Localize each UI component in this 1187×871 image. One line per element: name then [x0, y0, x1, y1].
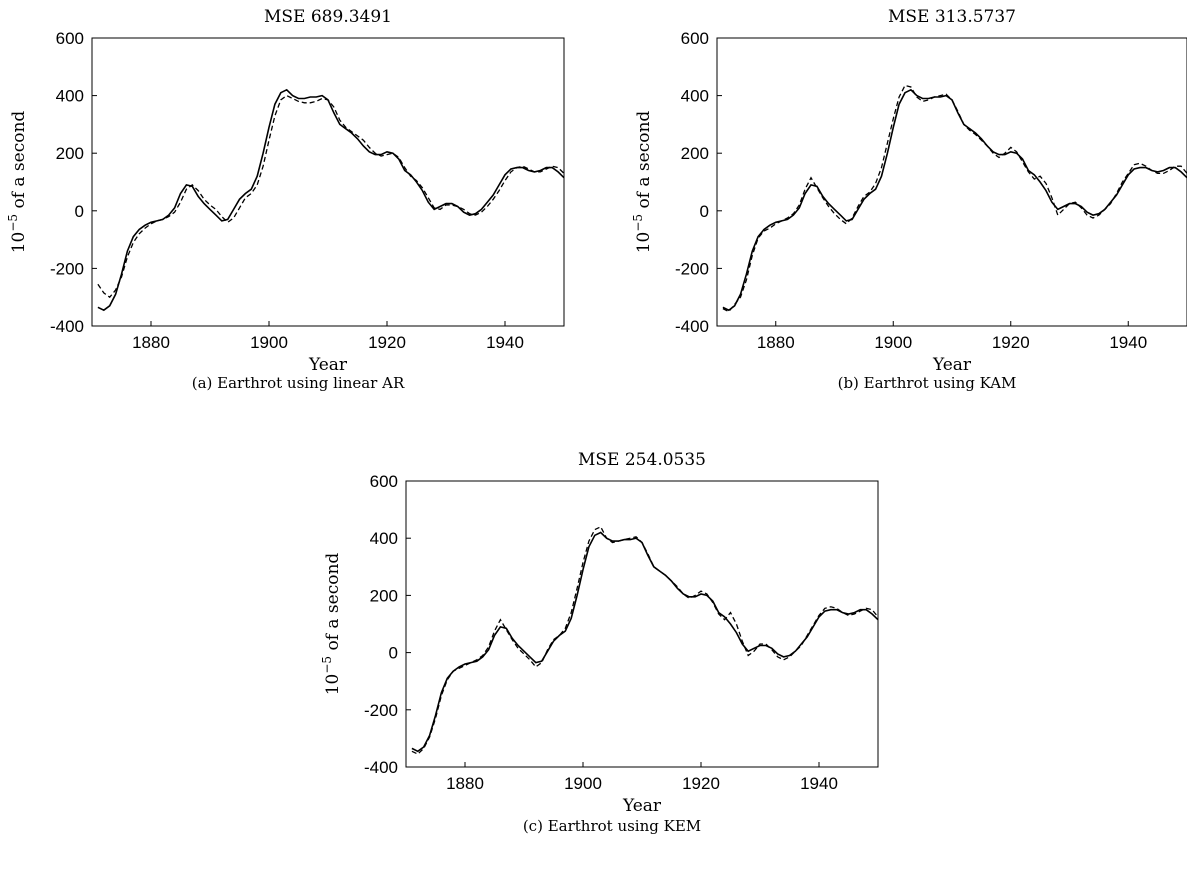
- x-tick-label: 1940: [486, 333, 524, 352]
- x-tick-label: 1900: [874, 333, 912, 352]
- subfigure-caption: (a) Earthrot using linear AR: [192, 374, 405, 392]
- x-axis-label: Year: [932, 355, 972, 375]
- x-tick-label: 1940: [1109, 333, 1147, 352]
- x-tick-label: 1880: [446, 774, 484, 793]
- y-axis-label-rest: of a second: [323, 553, 343, 656]
- x-tick-label: 1900: [564, 774, 602, 793]
- plot-frame: [91, 37, 565, 327]
- x-tick-label: 1940: [800, 774, 838, 793]
- x-tick-label: 1880: [132, 333, 170, 352]
- series-line-solid: [411, 531, 878, 753]
- chart-title: MSE 254.0535: [578, 450, 706, 470]
- y-tick-label: 200: [370, 586, 398, 605]
- y-axis-label: 10−5 of a second: [320, 553, 343, 696]
- y-tick-label: 400: [681, 87, 709, 106]
- y-axis-label: 10−5 of a second: [631, 111, 654, 254]
- subfigure-caption: (c) Earthrot using KEM: [523, 817, 701, 835]
- y-tick-label: -400: [364, 758, 398, 777]
- series-line-solid: [97, 88, 564, 312]
- y-axis-label-exponent: −5: [320, 656, 334, 674]
- y-tick-label: 600: [56, 29, 84, 48]
- x-tick-label: 1920: [992, 333, 1030, 352]
- series-line-dashed: [411, 525, 878, 755]
- x-axis-label: Year: [308, 355, 348, 375]
- y-axis-label-base: 10: [634, 232, 654, 254]
- x-tick-label: 1880: [757, 333, 795, 352]
- y-axis-label-rest: of a second: [9, 111, 29, 214]
- y-axis-label-base: 10: [9, 232, 29, 254]
- series-line-solid: [722, 88, 1187, 312]
- chart-panel-2: MSE 254.0535 600 400 200 0 -200 -400 1880 1900 19…: [320, 450, 879, 835]
- y-axis-label-exponent: −5: [631, 214, 645, 232]
- y-tick-label: -400: [675, 317, 709, 336]
- chart-title: MSE 313.5737: [888, 7, 1016, 27]
- y-axis-label-base: 10: [323, 674, 343, 696]
- y-tick-label: -200: [364, 701, 398, 720]
- x-tick-label: 1920: [368, 333, 406, 352]
- y-tick-label: 400: [370, 529, 398, 548]
- x-axis-label: Year: [622, 796, 662, 816]
- y-tick-label: 600: [681, 29, 709, 48]
- y-tick-label: 0: [75, 202, 84, 221]
- y-tick-label: 200: [681, 144, 709, 163]
- y-tick-label: 0: [389, 644, 398, 663]
- y-axis-label-exponent: −5: [6, 214, 20, 232]
- x-tick-label: 1900: [250, 333, 288, 352]
- y-tick-label: 0: [700, 202, 709, 221]
- chart-panel-1: MSE 313.5737 600 400 200 0 -200 -400 1880 1900 19…: [631, 7, 1187, 392]
- chart-panel-0: MSE 689.3491 600 400 200 0 -200 -400 1880 1900 19…: [6, 7, 565, 392]
- plot-frame: [405, 480, 879, 768]
- chart-title: MSE 689.3491: [264, 7, 392, 27]
- y-tick-label: -200: [675, 259, 709, 278]
- y-tick-label: 200: [56, 144, 84, 163]
- x-tick-label: 1920: [682, 774, 720, 793]
- series-line-dashed: [97, 94, 564, 299]
- y-axis-label-rest: of a second: [634, 111, 654, 214]
- y-tick-label: 400: [56, 87, 84, 106]
- y-axis-label: 10−5 of a second: [6, 111, 29, 254]
- y-tick-label: -400: [50, 317, 84, 336]
- series-line-dashed: [722, 84, 1187, 313]
- plot-frame: [716, 37, 1187, 327]
- y-tick-label: -200: [50, 259, 84, 278]
- subfigure-caption: (b) Earthrot using KAM: [838, 374, 1017, 392]
- y-tick-label: 600: [370, 472, 398, 491]
